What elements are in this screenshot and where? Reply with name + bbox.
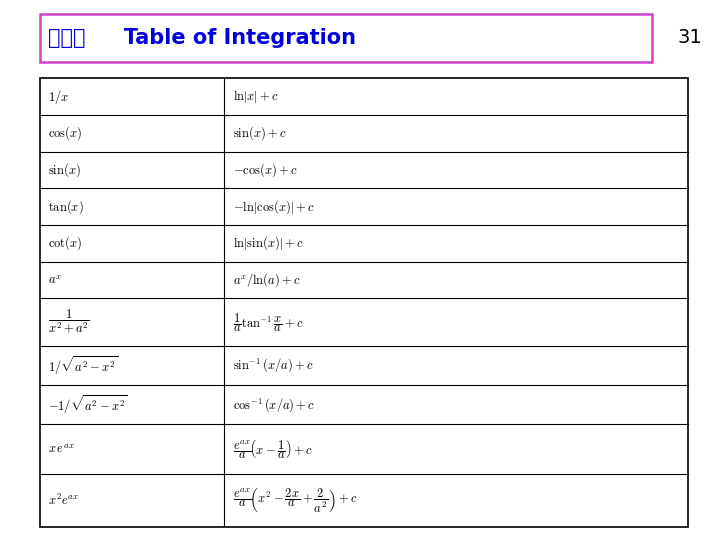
Text: $\tan(x)$: $\tan(x)$ — [48, 198, 84, 215]
Text: 附錄二: 附錄二 — [48, 28, 86, 48]
Text: $-1/\sqrt{a^2-x^2}$: $-1/\sqrt{a^2-x^2}$ — [48, 393, 128, 416]
Text: $\dfrac{e^{ax}}{a}\!\left(x^2-\dfrac{2x}{a}+\dfrac{2}{a^2}\right)+c$: $\dfrac{e^{ax}}{a}\!\left(x^2-\dfrac{2x}… — [233, 487, 357, 514]
Text: $\cos^{-1}(x/a)+c$: $\cos^{-1}(x/a)+c$ — [233, 396, 315, 414]
Text: $\cos(x)$: $\cos(x)$ — [48, 124, 83, 142]
Text: $-\cos(x) + c$: $-\cos(x) + c$ — [233, 161, 297, 179]
Text: $\mathrm{ln}|x| + c$: $\mathrm{ln}|x| + c$ — [233, 88, 279, 105]
Text: $a^x$: $a^x$ — [48, 274, 63, 287]
Text: $x^2 e^{ax}$: $x^2 e^{ax}$ — [48, 492, 79, 508]
Bar — [40, 78, 688, 526]
Text: $\dfrac{1}{a}\tan^{-1}\dfrac{x}{a}+c$: $\dfrac{1}{a}\tan^{-1}\dfrac{x}{a}+c$ — [233, 310, 304, 334]
Text: 31: 31 — [678, 28, 702, 48]
Text: Table of Integration: Table of Integration — [102, 28, 356, 48]
Bar — [40, 14, 652, 62]
Text: $\mathrm{ln}|\sin(x)| + c$: $\mathrm{ln}|\sin(x)| + c$ — [233, 234, 304, 252]
Text: $x\,e^{ax}$: $x\,e^{ax}$ — [48, 443, 75, 456]
Text: $\sin(x)$: $\sin(x)$ — [48, 161, 81, 179]
Text: $1/x$: $1/x$ — [48, 87, 69, 106]
Text: $\dfrac{1}{x^2+a^2}$: $\dfrac{1}{x^2+a^2}$ — [48, 308, 90, 336]
Text: $\cot(x)$: $\cot(x)$ — [48, 234, 83, 252]
Text: $-\mathrm{ln}|\cos(x)| + c$: $-\mathrm{ln}|\cos(x)| + c$ — [233, 198, 315, 215]
Text: $1/\sqrt{a^2-x^2}$: $1/\sqrt{a^2-x^2}$ — [48, 354, 118, 377]
Text: $\sin^{-1}(x/a)+c$: $\sin^{-1}(x/a)+c$ — [233, 356, 314, 374]
Text: $a^x/\mathrm{ln}(a) + c$: $a^x/\mathrm{ln}(a) + c$ — [233, 271, 301, 289]
Text: $\dfrac{e^{ax}}{a}\!\left(x-\dfrac{1}{a}\right)+c$: $\dfrac{e^{ax}}{a}\!\left(x-\dfrac{1}{a}… — [233, 438, 313, 461]
Text: $\sin(x) + c$: $\sin(x) + c$ — [233, 124, 287, 142]
